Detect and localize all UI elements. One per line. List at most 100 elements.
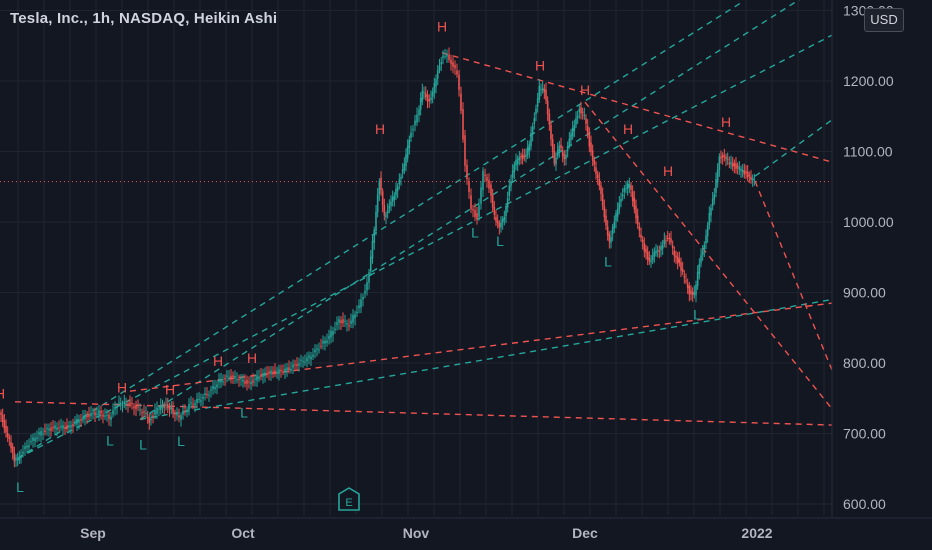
candle-body [94, 412, 96, 416]
candle-body [330, 331, 332, 338]
candle-body [678, 258, 681, 264]
candle-body [82, 417, 84, 421]
candle-body [304, 361, 306, 363]
candle-body [316, 348, 318, 350]
candle-body [346, 323, 348, 325]
candle-body [464, 135, 466, 166]
candle-body [444, 56, 446, 58]
candle-body [658, 250, 661, 252]
candle-body [86, 415, 88, 418]
candle-body [523, 155, 526, 157]
candle-body [166, 404, 169, 409]
candle-body [102, 414, 104, 417]
candle-body [656, 250, 659, 252]
candle-body [176, 413, 178, 416]
candle-body [80, 419, 82, 421]
candle-body [401, 169, 404, 173]
candle-body [340, 320, 342, 324]
candle-body [442, 55, 444, 58]
candle-body [270, 370, 272, 375]
candle-body [38, 432, 40, 435]
candle-body [72, 424, 74, 427]
x-tick-label: Sep [80, 525, 106, 541]
candle-body [393, 195, 396, 200]
candle-body [615, 212, 617, 222]
candle-body [735, 163, 737, 169]
candle-body [718, 156, 721, 170]
candle-body [423, 92, 425, 94]
candle-body [635, 205, 637, 219]
candle-body [506, 198, 509, 208]
candle-body [486, 177, 488, 181]
low-marker: L [16, 479, 24, 495]
candle-body [488, 180, 490, 189]
y-tick-label: 600.00 [843, 496, 886, 512]
candle-body [180, 415, 182, 420]
high-marker: H [663, 163, 673, 179]
candle-body [100, 410, 102, 414]
candle-body [438, 65, 441, 71]
candle-body [112, 410, 114, 415]
candle-body [342, 319, 344, 324]
candle-body [143, 411, 145, 413]
candle-body [573, 125, 576, 132]
candle-body [653, 251, 656, 257]
high-marker: H [375, 121, 385, 137]
candle-body [42, 433, 44, 435]
candle-body [232, 375, 234, 378]
candle-body [601, 194, 604, 206]
candle-body [116, 406, 118, 408]
candle-body [28, 445, 30, 448]
candle-body [328, 335, 330, 339]
candle-body [141, 412, 143, 414]
candle-body [603, 205, 606, 218]
candle-body [613, 221, 616, 228]
candle-body [268, 371, 270, 374]
candle-body [715, 179, 717, 193]
earnings-icon[interactable]: E [337, 487, 361, 511]
candle-body [671, 245, 674, 249]
x-tick-label: 2022 [741, 525, 772, 541]
candle-body [276, 371, 278, 373]
candle-body [8, 437, 11, 439]
trendline-support [17, 34, 833, 459]
candle-body [412, 128, 414, 131]
candle-body [636, 215, 639, 225]
candle-body [500, 222, 502, 228]
candle-body [430, 97, 432, 101]
candle-body [11, 446, 14, 453]
candle-body [118, 402, 120, 404]
candle-body [478, 205, 480, 217]
candle-body [212, 386, 214, 390]
candle-body [30, 441, 32, 443]
candle-body [606, 226, 609, 236]
candle-body [376, 194, 379, 213]
candle-body [202, 396, 204, 399]
high-marker: H [247, 350, 257, 366]
candle-body [290, 368, 292, 371]
high-marker: H [721, 114, 731, 130]
candle-body [148, 417, 151, 423]
candle-body [125, 403, 127, 405]
candle-body [373, 229, 376, 243]
candle-body [450, 59, 452, 65]
candle-body [720, 156, 722, 159]
currency-button[interactable]: USD [864, 8, 904, 32]
candle-body [578, 108, 581, 112]
candle-body [681, 268, 684, 272]
candle-body [663, 239, 666, 245]
trendline-resistance [129, 302, 833, 392]
candle-body [262, 373, 264, 377]
high-marker: H [117, 380, 127, 396]
candle-body [310, 356, 312, 360]
candle-body [548, 113, 551, 125]
candle-body [135, 404, 137, 410]
trendline-resistance [441, 52, 833, 163]
y-tick-label: 800.00 [843, 355, 886, 371]
candle-body [688, 286, 691, 295]
candle-body [106, 414, 108, 416]
candle-body [484, 174, 486, 176]
candle-body [618, 202, 621, 210]
candle-body [274, 370, 276, 375]
